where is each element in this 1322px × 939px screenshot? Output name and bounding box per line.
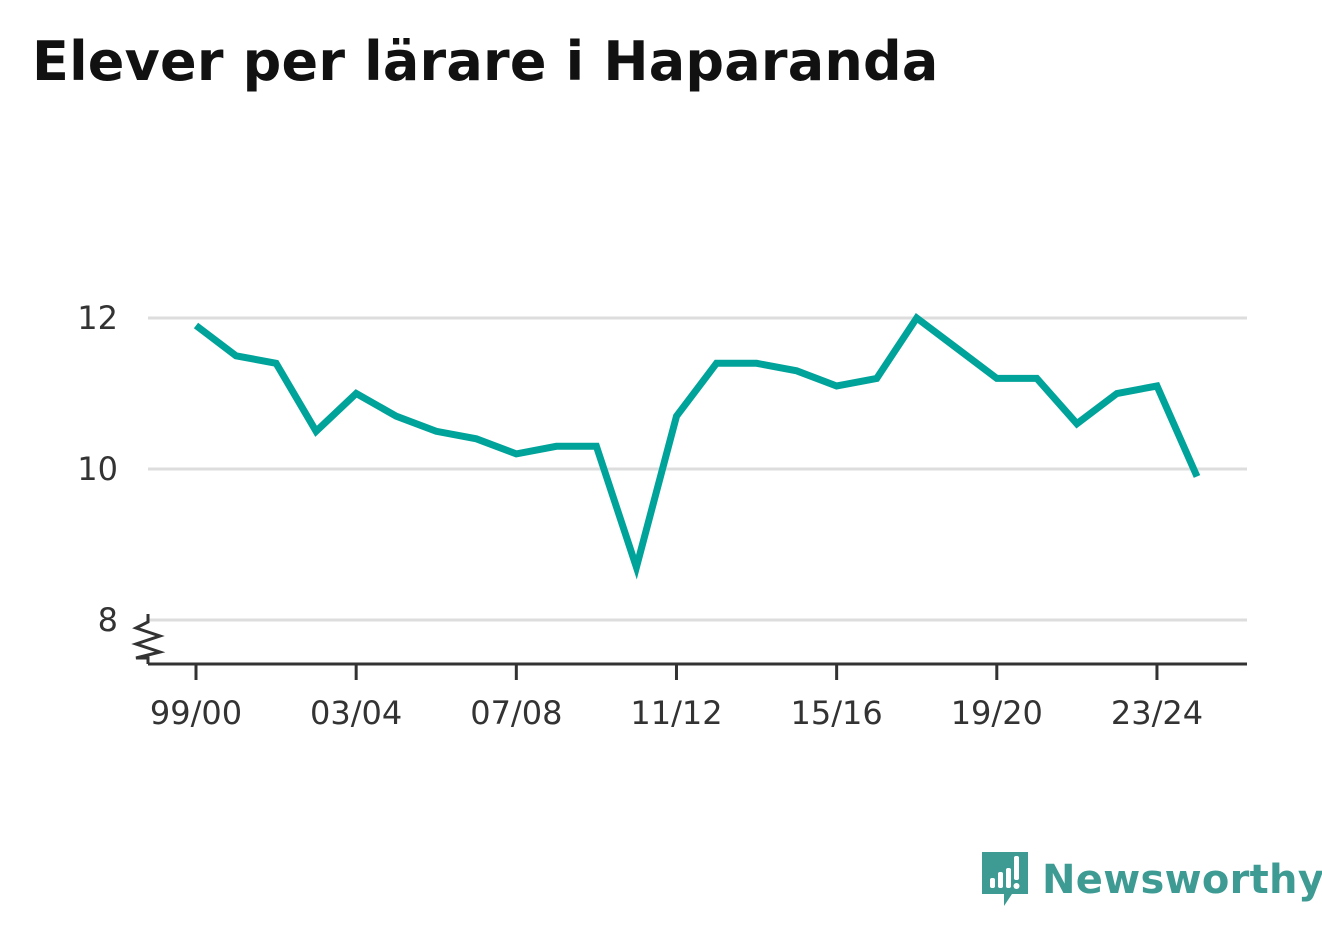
y-tick-label: 8 <box>98 601 118 639</box>
y-tick-label: 12 <box>77 299 118 337</box>
y-tick-label: 10 <box>77 450 118 488</box>
gridlines <box>148 316 1247 622</box>
brand-name: Newsworthy <box>1042 857 1322 903</box>
y-axis-break <box>131 614 166 664</box>
x-tick-label: 15/16 <box>791 694 883 732</box>
series-line <box>193 312 1201 580</box>
brand-logo: Newsworthy <box>980 850 1322 910</box>
axes <box>131 614 1247 680</box>
newsworthy-logo-icon <box>982 852 1028 906</box>
x-tick-label: 99/00 <box>150 694 242 732</box>
series-layer <box>193 312 1201 580</box>
x-tick-label: 03/04 <box>310 694 402 732</box>
x-tick-label: 11/12 <box>630 694 722 732</box>
x-tick-label: 07/08 <box>470 694 562 732</box>
line-chart: 8 10 12 99/00 03/04 07/08 11/12 15/16 19/20 23/24 <box>77 299 1247 732</box>
chart-title: Elever per lärare i Haparanda <box>32 30 939 93</box>
x-tick-label: 19/20 <box>951 694 1043 732</box>
tick-labels: 8 10 12 99/00 03/04 07/08 11/12 15/16 19/20 23/24 <box>77 299 1203 732</box>
x-tick-label: 23/24 <box>1111 694 1203 732</box>
